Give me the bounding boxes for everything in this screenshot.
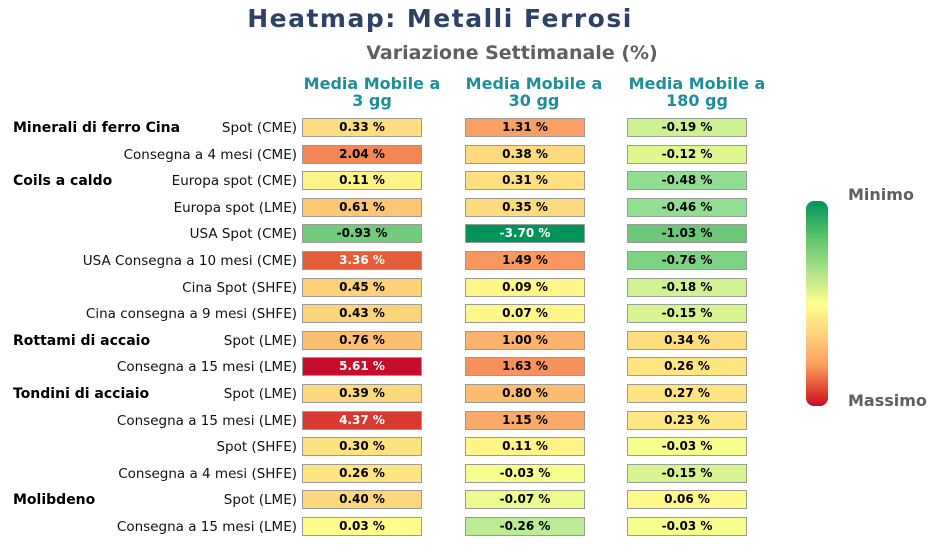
heatmap-cell: -0.76 % bbox=[627, 251, 747, 270]
heatmap-cell: 0.45 % bbox=[302, 277, 422, 297]
column-header-3: Media Mobile a 180 gg bbox=[622, 75, 772, 109]
row-label: Consegna a 4 mesi (SHFE) bbox=[118, 465, 297, 482]
heatmap-cell: 0.31 % bbox=[465, 171, 585, 191]
row-label: Cina consegna a 9 mesi (SHFE) bbox=[85, 306, 297, 323]
heatmap-cell: 0.06 % bbox=[627, 490, 747, 510]
colorbar bbox=[806, 201, 828, 406]
column-header-line1: Media Mobile a bbox=[303, 74, 441, 93]
row-label: Consegna a 15 mesi (LME) bbox=[116, 412, 297, 429]
heatmap-cell: 0.61 % bbox=[302, 197, 422, 217]
heatmap-cell: 0.40 % bbox=[302, 490, 422, 510]
heatmap-cell: 0.07 % bbox=[465, 304, 585, 324]
heatmap-cell: 1.31 % bbox=[465, 118, 585, 137]
group-label: Coils a caldo bbox=[13, 173, 113, 190]
heatmap-cell: 0.26 % bbox=[302, 463, 422, 483]
heatmap-cell: 1.49 % bbox=[465, 251, 585, 270]
heatmap-cell: 0.09 % bbox=[465, 277, 585, 297]
heatmap-cell: 0.33 % bbox=[302, 118, 422, 137]
column-header-line1: Media Mobile a bbox=[628, 74, 766, 93]
row-label: Europa spot (LME) bbox=[173, 199, 297, 216]
row-label: USA Consegna a 10 mesi (CME) bbox=[82, 253, 297, 269]
heatmap-cell: 0.35 % bbox=[465, 197, 585, 217]
column-header-line2: 3 gg bbox=[352, 91, 392, 110]
column-header-2: Media Mobile a 30 gg bbox=[459, 75, 609, 109]
row-label: Spot (LME) bbox=[223, 492, 297, 509]
heatmap-cell: -0.03 % bbox=[627, 437, 747, 457]
row-label: USA Spot (CME) bbox=[189, 226, 297, 243]
heatmap-cell: 0.30 % bbox=[302, 437, 422, 457]
heatmap-cell: 1.00 % bbox=[465, 330, 585, 350]
heatmap-cell: -3.70 % bbox=[465, 224, 585, 244]
heatmap-cell: -0.15 % bbox=[627, 463, 747, 483]
heatmap-cell: 0.27 % bbox=[627, 384, 747, 403]
group-label: Rottami di accaio bbox=[13, 332, 151, 349]
heatmap-cell: 1.63 % bbox=[465, 357, 585, 377]
heatmap-cell: 0.76 % bbox=[302, 330, 422, 350]
chart-title: Heatmap: Metalli Ferrosi bbox=[247, 4, 633, 33]
row-label: Consegna a 4 mesi (CME) bbox=[123, 146, 297, 163]
row-label: Cina Spot (SHFE) bbox=[182, 279, 297, 296]
heatmap-cell: -0.12 % bbox=[627, 144, 747, 164]
heatmap-cell: -0.15 % bbox=[627, 304, 747, 324]
heatmap-cell: -0.48 % bbox=[627, 171, 747, 191]
heatmap-cell: 0.03 % bbox=[302, 517, 422, 536]
group-label: Minerali di ferro Cina bbox=[13, 120, 181, 136]
row-label: Spot (LME) bbox=[223, 332, 297, 349]
heatmap-cell: 4.37 % bbox=[302, 410, 422, 430]
column-header-line1: Media Mobile a bbox=[465, 74, 603, 93]
heatmap-cell: 0.39 % bbox=[302, 384, 422, 403]
heatmap-cell: 0.23 % bbox=[627, 410, 747, 430]
row-label: Spot (CME) bbox=[221, 120, 297, 136]
heatmap-cell: -0.03 % bbox=[627, 517, 747, 536]
heatmap-cell: -0.46 % bbox=[627, 197, 747, 217]
heatmap-cell: 3.36 % bbox=[302, 251, 422, 270]
row-label: Spot (LME) bbox=[223, 386, 297, 402]
heatmap-cell: 0.34 % bbox=[627, 330, 747, 350]
column-header-line2: 30 gg bbox=[508, 91, 560, 110]
row-label: Spot (SHFE) bbox=[216, 439, 297, 456]
heatmap-cell: -0.26 % bbox=[465, 517, 585, 536]
heatmap-cell: -0.03 % bbox=[465, 463, 585, 483]
heatmap-cell: 0.11 % bbox=[302, 171, 422, 191]
group-label: Tondini di acciaio bbox=[13, 386, 150, 402]
heatmap-cell: 0.26 % bbox=[627, 357, 747, 377]
heatmap-cell: 0.43 % bbox=[302, 304, 422, 324]
colorbar-top-label: Minimo bbox=[848, 185, 914, 204]
heatmap-cell: 2.04 % bbox=[302, 144, 422, 164]
row-label: Consegna a 15 mesi (LME) bbox=[116, 519, 297, 535]
heatmap-cell: 1.15 % bbox=[465, 410, 585, 430]
heatmap-cell: 0.38 % bbox=[465, 144, 585, 164]
column-header-line2: 180 gg bbox=[666, 91, 728, 110]
heatmap-cell: -0.07 % bbox=[465, 490, 585, 510]
heatmap-cell: -0.18 % bbox=[627, 277, 747, 297]
heatmap-cell: -1.03 % bbox=[627, 224, 747, 244]
row-label: Consegna a 15 mesi (LME) bbox=[116, 359, 297, 376]
heatmap-cell: -0.93 % bbox=[302, 224, 422, 244]
group-label: Molibdeno bbox=[13, 492, 96, 509]
row-label: Europa spot (CME) bbox=[171, 173, 297, 190]
chart-subtitle: Variazione Settimanale (%) bbox=[366, 42, 658, 64]
heatmap-cell: -0.19 % bbox=[627, 118, 747, 137]
heatmap-cell: 0.80 % bbox=[465, 384, 585, 403]
colorbar-bottom-label: Massimo bbox=[848, 391, 927, 410]
heatmap-cell: 5.61 % bbox=[302, 357, 422, 377]
heatmap-cell: 0.11 % bbox=[465, 437, 585, 457]
